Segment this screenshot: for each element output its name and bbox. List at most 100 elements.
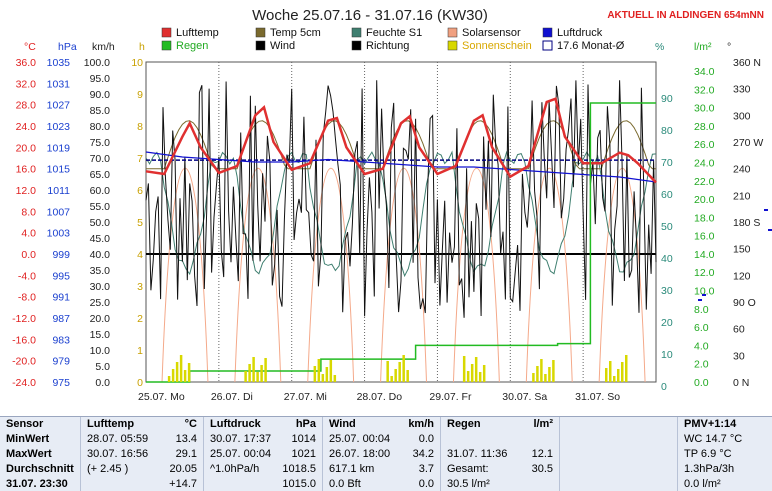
axis-tick-wind-16: 20.0 bbox=[90, 313, 111, 325]
sunshine-bar-5-5 bbox=[552, 360, 555, 382]
axis-unit-hum: % bbox=[655, 41, 664, 53]
stats-wind-avg-value: 3.7 bbox=[418, 463, 434, 475]
solar-curve-4 bbox=[452, 167, 500, 383]
legend-swatch-4 bbox=[542, 27, 553, 38]
axis-tick-wind-8: 60.0 bbox=[90, 185, 111, 197]
direction-marker-2 bbox=[764, 209, 768, 211]
axis-tick-rain-5: 24.0 bbox=[694, 157, 715, 169]
stats-pmv-dewpoint: TP 6.9 °C bbox=[684, 448, 732, 460]
axis-tick-hum-4: 50 bbox=[661, 221, 673, 233]
stats-luftdruck-min-time: 30.07. 17:37 bbox=[210, 433, 272, 445]
stats-wind-min-value: 0.0 bbox=[418, 433, 434, 445]
axis-tick-press-2: 1027 bbox=[47, 100, 71, 112]
sunshine-bar-3-0 bbox=[386, 361, 389, 382]
x-tick-label-0: 25.07. Mo bbox=[138, 391, 185, 403]
stats-wind-min-time: 25.07. 00:04 bbox=[329, 433, 391, 445]
axis-unit-sun: h bbox=[139, 41, 145, 53]
stats-lufttemp-avg-value: 20.05 bbox=[169, 463, 197, 475]
x-tick-label-5: 30.07. Sa bbox=[502, 391, 547, 403]
axis-tick-temp-8: 4.0 bbox=[21, 228, 36, 240]
stats-luftdruck-min-value: 1014 bbox=[291, 433, 316, 445]
stats-wind-current-value: 0.0 bbox=[418, 478, 434, 490]
stats-luftdruck-max-time: 25.07. 00:04 bbox=[210, 448, 272, 460]
sunshine-bar-5-2 bbox=[540, 359, 543, 382]
stats-pmv-pressure-trend: 1.3hPa/3h bbox=[684, 463, 735, 475]
axis-tick-sun-5: 5 bbox=[137, 217, 143, 229]
legend-label-9: 17.6 Monat-Ø bbox=[557, 40, 625, 52]
axis-tick-wind-4: 80.0 bbox=[90, 121, 111, 133]
stats-lufttemp-avg-note: (+ 2.45 ) bbox=[87, 463, 129, 475]
axis-tick-rain-10: 14.0 bbox=[694, 249, 715, 261]
axis-tick-wind-0: 100.0 bbox=[84, 57, 110, 69]
axis-tick-press-3: 1023 bbox=[47, 121, 71, 133]
axis-tick-wind-18: 10.0 bbox=[90, 345, 111, 357]
axis-tick-press-0: 1035 bbox=[47, 57, 71, 69]
sunshine-bar-6-3 bbox=[617, 369, 620, 382]
axis-tick-press-7: 1007 bbox=[47, 206, 71, 218]
stats-pmv-windchill: WC 14.7 °C bbox=[684, 433, 743, 445]
axis-tick-wind-1: 95.0 bbox=[90, 73, 111, 85]
axis-tick-dir-1: 330 bbox=[733, 84, 751, 96]
axis-tick-temp-9: 0.0 bbox=[21, 249, 36, 261]
sunshine-bar-4-2 bbox=[470, 364, 474, 382]
axis-tick-hum-5: 40 bbox=[661, 253, 673, 265]
stats-regen-unit: l/m² bbox=[533, 418, 553, 430]
axis-tick-rain-12: 10.0 bbox=[694, 286, 715, 298]
legend-swatch-1 bbox=[255, 27, 266, 38]
axis-unit-rain: l/m² bbox=[694, 41, 712, 53]
axis-tick-wind-12: 40.0 bbox=[90, 249, 111, 261]
stats-luftdruck-col: Luftdruck hPa 30.07. 17:37 1014 25.07. 00:… bbox=[204, 417, 323, 491]
sunshine-bar-1-3 bbox=[256, 372, 259, 382]
sunshine-bar-3-4 bbox=[402, 355, 405, 382]
sunshine-bar-4-4 bbox=[478, 372, 482, 382]
stats-regen-total-label: Gesamt: bbox=[447, 463, 489, 475]
axis-tick-hum-0: 90 bbox=[661, 93, 673, 105]
stats-pmv-header: PMV+1:14 bbox=[684, 418, 737, 430]
axis-tick-wind-7: 65.0 bbox=[90, 169, 111, 181]
stats-lufttemp-min-value: 13.4 bbox=[175, 433, 197, 445]
sunshine-bar-3-3 bbox=[398, 362, 401, 382]
axis-tick-rain-9: 16.0 bbox=[694, 231, 715, 243]
legend-label-0: Lufttemp bbox=[176, 27, 219, 39]
stats-pmv-rain-now: 0.0 l/m² bbox=[684, 478, 721, 490]
axis-tick-sun-1: 9 bbox=[137, 89, 143, 101]
sunshine-bar-2-3 bbox=[325, 367, 329, 382]
axis-unit-wind: km/h bbox=[92, 41, 115, 53]
axis-tick-sun-2: 8 bbox=[137, 121, 143, 133]
air-temp-line bbox=[145, 97, 657, 184]
axis-tick-press-10: 995 bbox=[52, 270, 70, 282]
axis-tick-hum-7: 20 bbox=[661, 317, 673, 329]
legend-swatch-0 bbox=[161, 27, 172, 38]
axis-tick-rain-15: 4.0 bbox=[694, 340, 709, 352]
axis-tick-sun-10: 0 bbox=[137, 377, 143, 389]
stats-lufttemp-unit: °C bbox=[184, 418, 197, 430]
axis-tick-hum-1: 80 bbox=[661, 125, 673, 137]
axis-tick-temp-7: 8.0 bbox=[21, 206, 36, 218]
sunshine-bar-6-4 bbox=[621, 362, 624, 382]
axis-tick-sun-6: 4 bbox=[137, 249, 143, 261]
sunshine-bar-0-5 bbox=[187, 363, 191, 382]
legend-swatch-6 bbox=[255, 40, 266, 51]
legend-label-1: Temp 5cm bbox=[270, 27, 321, 39]
axis-tick-hum-3: 60 bbox=[661, 189, 673, 201]
axis-tick-press-13: 983 bbox=[52, 334, 70, 346]
axis-tick-rain-14: 6.0 bbox=[694, 322, 709, 334]
stats-wind-unit: km/h bbox=[408, 418, 434, 430]
sunshine-bar-2-1 bbox=[317, 359, 321, 382]
axis-tick-temp-6: 12.0 bbox=[16, 185, 37, 197]
stats-luftdruck-avg-value: 1018.5 bbox=[282, 463, 316, 475]
stats-lufttemp-header: Lufttemp bbox=[87, 418, 135, 430]
chart-title: Woche 25.07.16 - 31.07.16 (KW30) bbox=[252, 7, 488, 24]
stats-lufttemp-current-value: +14.7 bbox=[169, 478, 197, 490]
status-text: AKTUELL IN ALDINGEN 654mNN bbox=[607, 10, 764, 21]
axis-tick-temp-12: -12.0 bbox=[12, 313, 36, 325]
axis-tick-wind-10: 50.0 bbox=[90, 217, 111, 229]
axis-tick-rain-13: 8.0 bbox=[694, 304, 709, 316]
axis-tick-hum-8: 10 bbox=[661, 349, 673, 361]
axis-tick-dir-5: 210 bbox=[733, 190, 751, 202]
axis-tick-rain-0: 34.0 bbox=[694, 66, 715, 78]
axis-tick-press-12: 987 bbox=[52, 313, 70, 325]
axis-tick-rain-1: 32.0 bbox=[694, 84, 715, 96]
axis-tick-dir-12: 0 N bbox=[733, 377, 749, 389]
sunshine-bar-5-4 bbox=[548, 367, 551, 382]
